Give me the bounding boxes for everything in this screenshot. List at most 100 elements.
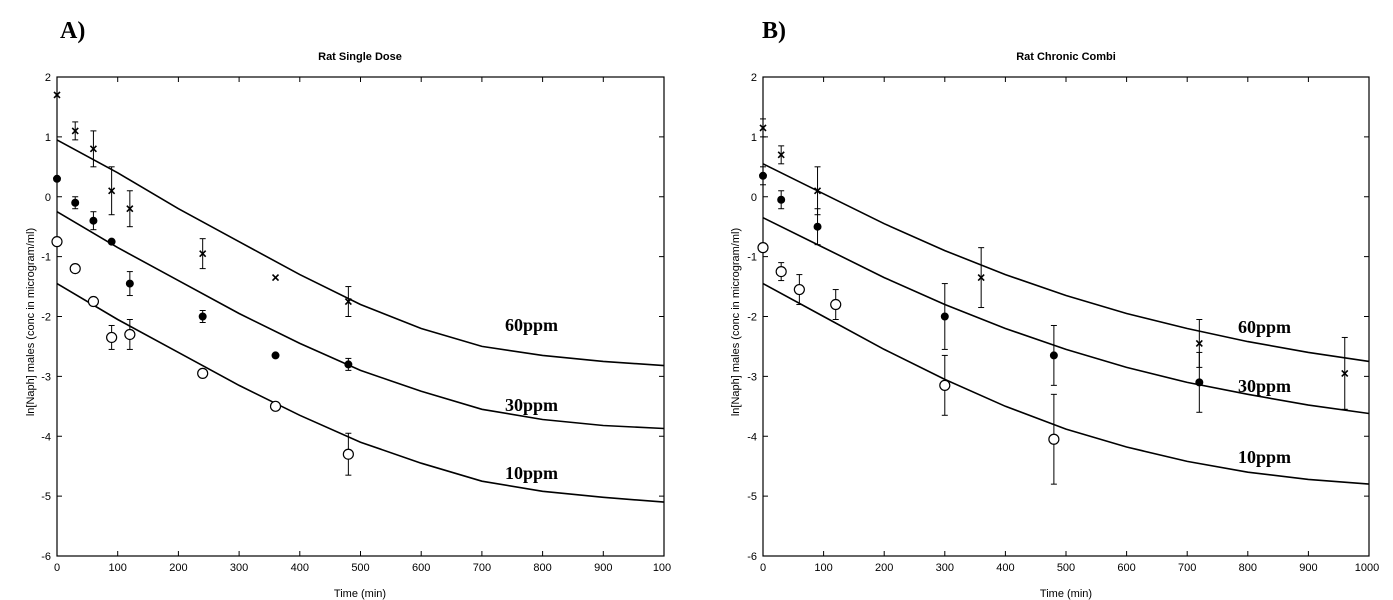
fit-curve-10ppm [762, 282, 1370, 485]
marker-stroke [71, 127, 79, 135]
fit-curve-10ppm [56, 282, 665, 503]
data-point-30ppm [777, 195, 786, 204]
fit-curve-60ppm [56, 139, 665, 367]
curve-label-60ppm-b: 60ppm [1238, 317, 1291, 337]
data-point-30ppm [107, 237, 116, 246]
data-point-10ppm [939, 379, 951, 391]
y-tick-label: -1 [747, 252, 757, 264]
data-point-10ppm [51, 236, 63, 248]
y-tick-label: -6 [747, 551, 757, 563]
marker-stroke [1341, 369, 1349, 377]
data-point-30ppm [1049, 351, 1058, 360]
data-point-10ppm [124, 328, 136, 341]
x-tick-label: 300 [230, 562, 248, 574]
marker-stroke [108, 187, 116, 195]
data-point-60ppm [344, 297, 352, 306]
x-tick-label: 800 [1239, 562, 1257, 574]
data-point-10ppm [269, 400, 282, 412]
curve-label-60ppm-a: 60ppm [505, 315, 558, 335]
data-point-30ppm [271, 351, 280, 360]
x-axis-label-a: Time (min) [334, 588, 386, 600]
data-point-60ppm [977, 274, 985, 282]
marker-stroke [53, 91, 61, 99]
data-point-60ppm [271, 274, 280, 282]
y-tick-label: -2 [747, 312, 757, 324]
marker-stroke [759, 124, 767, 132]
data-point-30ppm [89, 216, 98, 225]
y-tick-label: -6 [41, 551, 51, 563]
x-tick-label: 200 [875, 562, 893, 574]
data-point-30ppm [53, 174, 61, 183]
data-point-60ppm [1195, 339, 1203, 348]
y-axis-label-a: ln[Naph] males (conc in microgram/ml) [25, 228, 37, 416]
data-point-60ppm [777, 151, 785, 159]
data-point-60ppm [759, 124, 767, 132]
x-tick-label: 100 [653, 562, 671, 574]
y-tick-label: 1 [45, 132, 51, 144]
fit-curve-30ppm [56, 211, 665, 430]
x-tick-label: 200 [169, 562, 187, 574]
data-point-10ppm [757, 242, 769, 254]
fit-curve-30ppm [762, 216, 1370, 415]
x-tick-label: 100 [109, 562, 127, 574]
data-point-10ppm [793, 283, 805, 296]
chart-title-b: Rat Chronic Combi [1016, 51, 1116, 63]
data-point-30ppm [344, 360, 353, 369]
marker-stroke [344, 297, 352, 306]
y-tick-label: -5 [747, 491, 757, 503]
x-tick-label: 900 [594, 562, 612, 574]
data-point-30ppm [940, 312, 949, 321]
data-point-10ppm [69, 263, 81, 275]
data-point-10ppm [197, 367, 209, 379]
marker-stroke [1195, 339, 1203, 348]
marker-stroke [813, 187, 822, 195]
curve-label-10ppm-a: 10ppm [505, 463, 558, 483]
y-tick-label: 2 [45, 72, 51, 84]
data-point-60ppm [71, 127, 79, 135]
curve-label-30ppm-b: 30ppm [1238, 376, 1291, 396]
data-point-60ppm [108, 187, 116, 195]
marker-stroke [777, 151, 785, 159]
curve-label-30ppm-a: 30ppm [505, 395, 558, 415]
data-point-30ppm [759, 171, 767, 180]
data-point-10ppm [1048, 433, 1060, 445]
fit-curve-60ppm [762, 163, 1370, 363]
marker-stroke [199, 250, 207, 258]
plot-area-b: 0 100 200 300 400 500 600 700 800 900 1000 2 1 0 -1 -2 -… [747, 72, 1379, 574]
y-tick-label: 0 [751, 192, 757, 204]
x-tick-label: 400 [291, 562, 309, 574]
data-point-10ppm [87, 295, 100, 308]
y-axis-label-b: ln[Naph] males (conc in microgram/ml) [730, 228, 742, 416]
x-tick-label: 0 [760, 562, 766, 574]
plot-frame [56, 76, 665, 557]
y-tick-label: 1 [751, 132, 757, 144]
x-tick-label: 0 [54, 562, 60, 574]
data-point-30ppm [125, 279, 134, 288]
data-point-10ppm [775, 265, 787, 278]
y-tick-label: -4 [41, 431, 51, 443]
data-point-10ppm [830, 298, 842, 311]
data-point-30ppm [813, 222, 822, 231]
data-point-30ppm [1195, 378, 1204, 387]
y-tick-label: 0 [45, 192, 51, 204]
data-point-60ppm [89, 145, 97, 153]
curve-labels-b: 60ppm 30ppm 10ppm [1238, 317, 1291, 467]
data-point-60ppm [199, 250, 207, 258]
x-tick-label: 800 [533, 562, 551, 574]
x-tick-label: 300 [936, 562, 954, 574]
data-point-10ppm [342, 448, 354, 460]
marker-stroke [271, 274, 280, 282]
marker-stroke [126, 205, 134, 213]
x-tick-label: 700 [473, 562, 491, 574]
x-axis-label-b: Time (min) [1040, 588, 1092, 600]
y-tick-label: -3 [41, 371, 51, 383]
data-point-10ppm [106, 331, 118, 344]
marker-stroke [89, 145, 97, 153]
panel-letter-b: B) [762, 18, 786, 44]
x-tick-label: 500 [1057, 562, 1075, 574]
x-tick-label: 600 [1117, 562, 1135, 574]
data-point-30ppm [198, 312, 207, 321]
y-tick-label: -2 [41, 312, 51, 324]
y-tick-label: -4 [747, 431, 757, 443]
